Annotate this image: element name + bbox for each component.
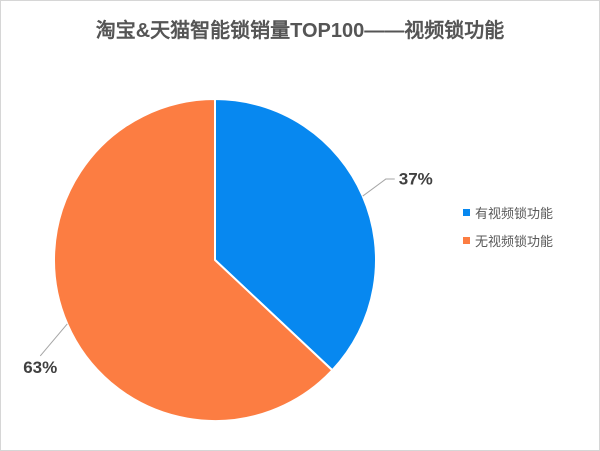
legend: 有视频锁功能 无视频锁功能 — [463, 205, 554, 249]
legend-label-without-video-lock: 无视频锁功能 — [475, 233, 554, 249]
leader-line-1 — [39, 323, 68, 357]
leader-line-0 — [362, 178, 395, 197]
legend-item-with-video-lock: 有视频锁功能 — [463, 205, 554, 221]
legend-swatch-orange-icon — [463, 236, 470, 244]
legend-item-without-video-lock: 无视频锁功能 — [463, 233, 554, 249]
pie-data-label-1: 63% — [23, 358, 57, 377]
pie-slice-1 — [53, 98, 334, 422]
legend-swatch-blue-icon — [463, 208, 470, 216]
legend-label-with-video-lock: 有视频锁功能 — [475, 205, 554, 221]
chart-title: 淘宝&天猫智能锁销量TOP100——视频锁功能 — [95, 20, 505, 42]
pie-data-label-0: 37% — [399, 170, 433, 189]
